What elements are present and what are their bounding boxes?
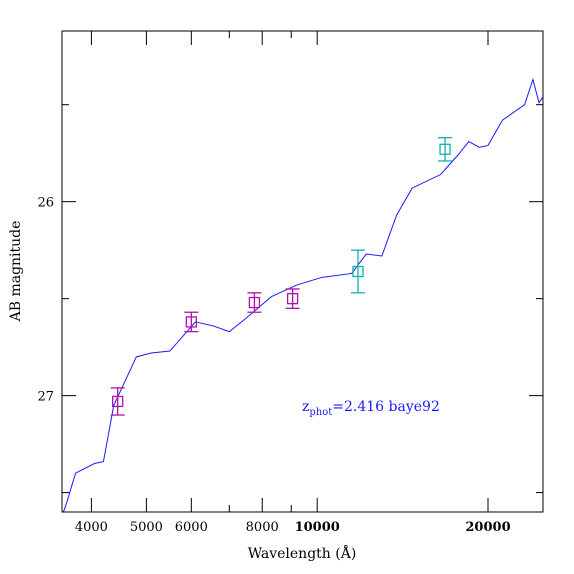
photometry-point (247, 292, 262, 313)
x-tick-label: 5000 (130, 520, 163, 535)
annotation-subscript: phot (309, 407, 332, 418)
photo-z-annotation: zphot=2.416 baye92 (302, 399, 440, 418)
photometry-point (438, 137, 453, 162)
data-series (62, 77, 543, 512)
square-marker (112, 395, 124, 408)
axis-ticks (62, 31, 543, 512)
x-axis-label: Wavelength (Å) (248, 544, 357, 562)
square-marker (286, 293, 299, 305)
square-marker (439, 143, 451, 155)
annotation-prefix: z (302, 399, 309, 415)
annotation-text: =2.416 baye92 (332, 399, 440, 415)
x-tick-label: 10000 (295, 520, 340, 535)
photometry-point (110, 387, 125, 416)
template-spectrum-line (62, 77, 543, 512)
square-marker (248, 296, 261, 309)
x-tick-label: 6000 (175, 520, 208, 535)
photometry-point (184, 311, 199, 333)
square-marker (185, 316, 197, 328)
x-tick-label: 4000 (75, 520, 108, 535)
photometry-point (285, 288, 300, 310)
x-tick-label: 20000 (465, 520, 510, 535)
photometry-point (350, 249, 365, 294)
square-marker (352, 265, 364, 278)
x-tick-label: 8000 (246, 520, 279, 535)
plot-frame (61, 30, 544, 513)
axis-tick-labels: 4000 5000 6000 8000 10000 20000 26 27 (37, 196, 510, 535)
y-tick-label: 26 (37, 196, 54, 211)
y-tick-label: 27 (37, 390, 54, 405)
y-axis-label: AB magnitude (8, 221, 24, 323)
